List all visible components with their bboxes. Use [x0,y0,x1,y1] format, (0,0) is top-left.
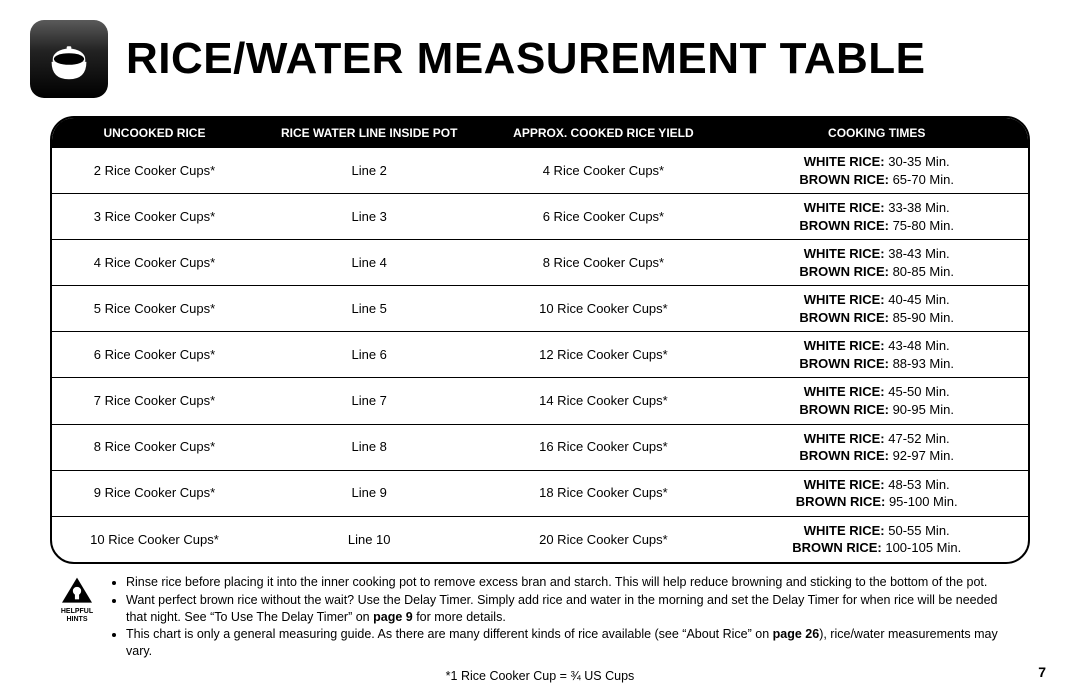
cell-yield: 18 Rice Cooker Cups* [481,470,725,516]
helpful-hints-section: HELPFUL HINTS Rinse rice before placing … [60,574,1020,661]
cell-yield: 20 Rice Cooker Cups* [481,516,725,562]
cell-waterline: Line 9 [257,470,481,516]
cell-times: WHITE RICE: 50-55 Min.BROWN RICE: 100-10… [725,516,1028,562]
cell-times: WHITE RICE: 40-45 Min.BROWN RICE: 85-90 … [725,286,1028,332]
hint-item: This chart is only a general measuring g… [126,626,1020,660]
cell-yield: 14 Rice Cooker Cups* [481,378,725,424]
cell-uncooked: 8 Rice Cooker Cups* [52,424,257,470]
cell-uncooked: 4 Rice Cooker Cups* [52,240,257,286]
hints-list: Rinse rice before placing it into the in… [108,574,1020,661]
cell-times: WHITE RICE: 38-43 Min.BROWN RICE: 80-85 … [725,240,1028,286]
cell-uncooked: 6 Rice Cooker Cups* [52,332,257,378]
table-row: 10 Rice Cooker Cups*Line 1020 Rice Cooke… [52,516,1028,562]
table-row: 6 Rice Cooker Cups*Line 612 Rice Cooker … [52,332,1028,378]
table-row: 7 Rice Cooker Cups*Line 714 Rice Cooker … [52,378,1028,424]
cell-waterline: Line 5 [257,286,481,332]
table-row: 8 Rice Cooker Cups*Line 816 Rice Cooker … [52,424,1028,470]
table-row: 4 Rice Cooker Cups*Line 48 Rice Cooker C… [52,240,1028,286]
cell-uncooked: 9 Rice Cooker Cups* [52,470,257,516]
page-number: 7 [1038,664,1046,680]
table-header-row: Uncooked Rice Rice Water Line Inside Pot… [52,118,1028,148]
measurement-table-container: Uncooked Rice Rice Water Line Inside Pot… [50,116,1030,564]
cell-uncooked: 7 Rice Cooker Cups* [52,378,257,424]
table-row: 3 Rice Cooker Cups*Line 36 Rice Cooker C… [52,194,1028,240]
page-title: RICE/WATER MEASUREMENT TABLE [126,34,925,84]
rice-cooker-icon [30,20,108,98]
cell-waterline: Line 10 [257,516,481,562]
cell-waterline: Line 7 [257,378,481,424]
table-row: 2 Rice Cooker Cups*Line 24 Rice Cooker C… [52,148,1028,194]
hints-label-1: HELPFUL [61,608,93,615]
cell-times: WHITE RICE: 47-52 Min.BROWN RICE: 92-97 … [725,424,1028,470]
page-header: RICE/WATER MEASUREMENT TABLE [30,20,1050,98]
cell-yield: 8 Rice Cooker Cups* [481,240,725,286]
cell-uncooked: 3 Rice Cooker Cups* [52,194,257,240]
cell-waterline: Line 3 [257,194,481,240]
cell-times: WHITE RICE: 33-38 Min.BROWN RICE: 75-80 … [725,194,1028,240]
cell-times: WHITE RICE: 30-35 Min.BROWN RICE: 65-70 … [725,148,1028,194]
cell-waterline: Line 6 [257,332,481,378]
col-header-waterline: Rice Water Line Inside Pot [257,118,481,148]
cell-times: WHITE RICE: 45-50 Min.BROWN RICE: 90-95 … [725,378,1028,424]
cell-yield: 6 Rice Cooker Cups* [481,194,725,240]
hint-item: Want perfect brown rice without the wait… [126,592,1020,626]
helpful-hints-icon: HELPFUL HINTS [60,576,94,623]
table-row: 9 Rice Cooker Cups*Line 918 Rice Cooker … [52,470,1028,516]
table-row: 5 Rice Cooker Cups*Line 510 Rice Cooker … [52,286,1028,332]
cell-uncooked: 2 Rice Cooker Cups* [52,148,257,194]
cell-waterline: Line 4 [257,240,481,286]
cell-uncooked: 10 Rice Cooker Cups* [52,516,257,562]
cell-times: WHITE RICE: 48-53 Min.BROWN RICE: 95-100… [725,470,1028,516]
hints-label-2: HINTS [67,616,88,623]
cell-waterline: Line 8 [257,424,481,470]
cell-yield: 10 Rice Cooker Cups* [481,286,725,332]
cell-yield: 16 Rice Cooker Cups* [481,424,725,470]
cell-waterline: Line 2 [257,148,481,194]
hint-item: Rinse rice before placing it into the in… [126,574,1020,591]
measurement-table: Uncooked Rice Rice Water Line Inside Pot… [52,118,1028,562]
col-header-yield: Approx. Cooked Rice Yield [481,118,725,148]
cell-yield: 12 Rice Cooker Cups* [481,332,725,378]
cell-yield: 4 Rice Cooker Cups* [481,148,725,194]
footnote: *1 Rice Cooker Cup = ¾ US Cups [30,669,1050,683]
col-header-times: Cooking Times [725,118,1028,148]
cell-times: WHITE RICE: 43-48 Min.BROWN RICE: 88-93 … [725,332,1028,378]
col-header-uncooked: Uncooked Rice [52,118,257,148]
cell-uncooked: 5 Rice Cooker Cups* [52,286,257,332]
